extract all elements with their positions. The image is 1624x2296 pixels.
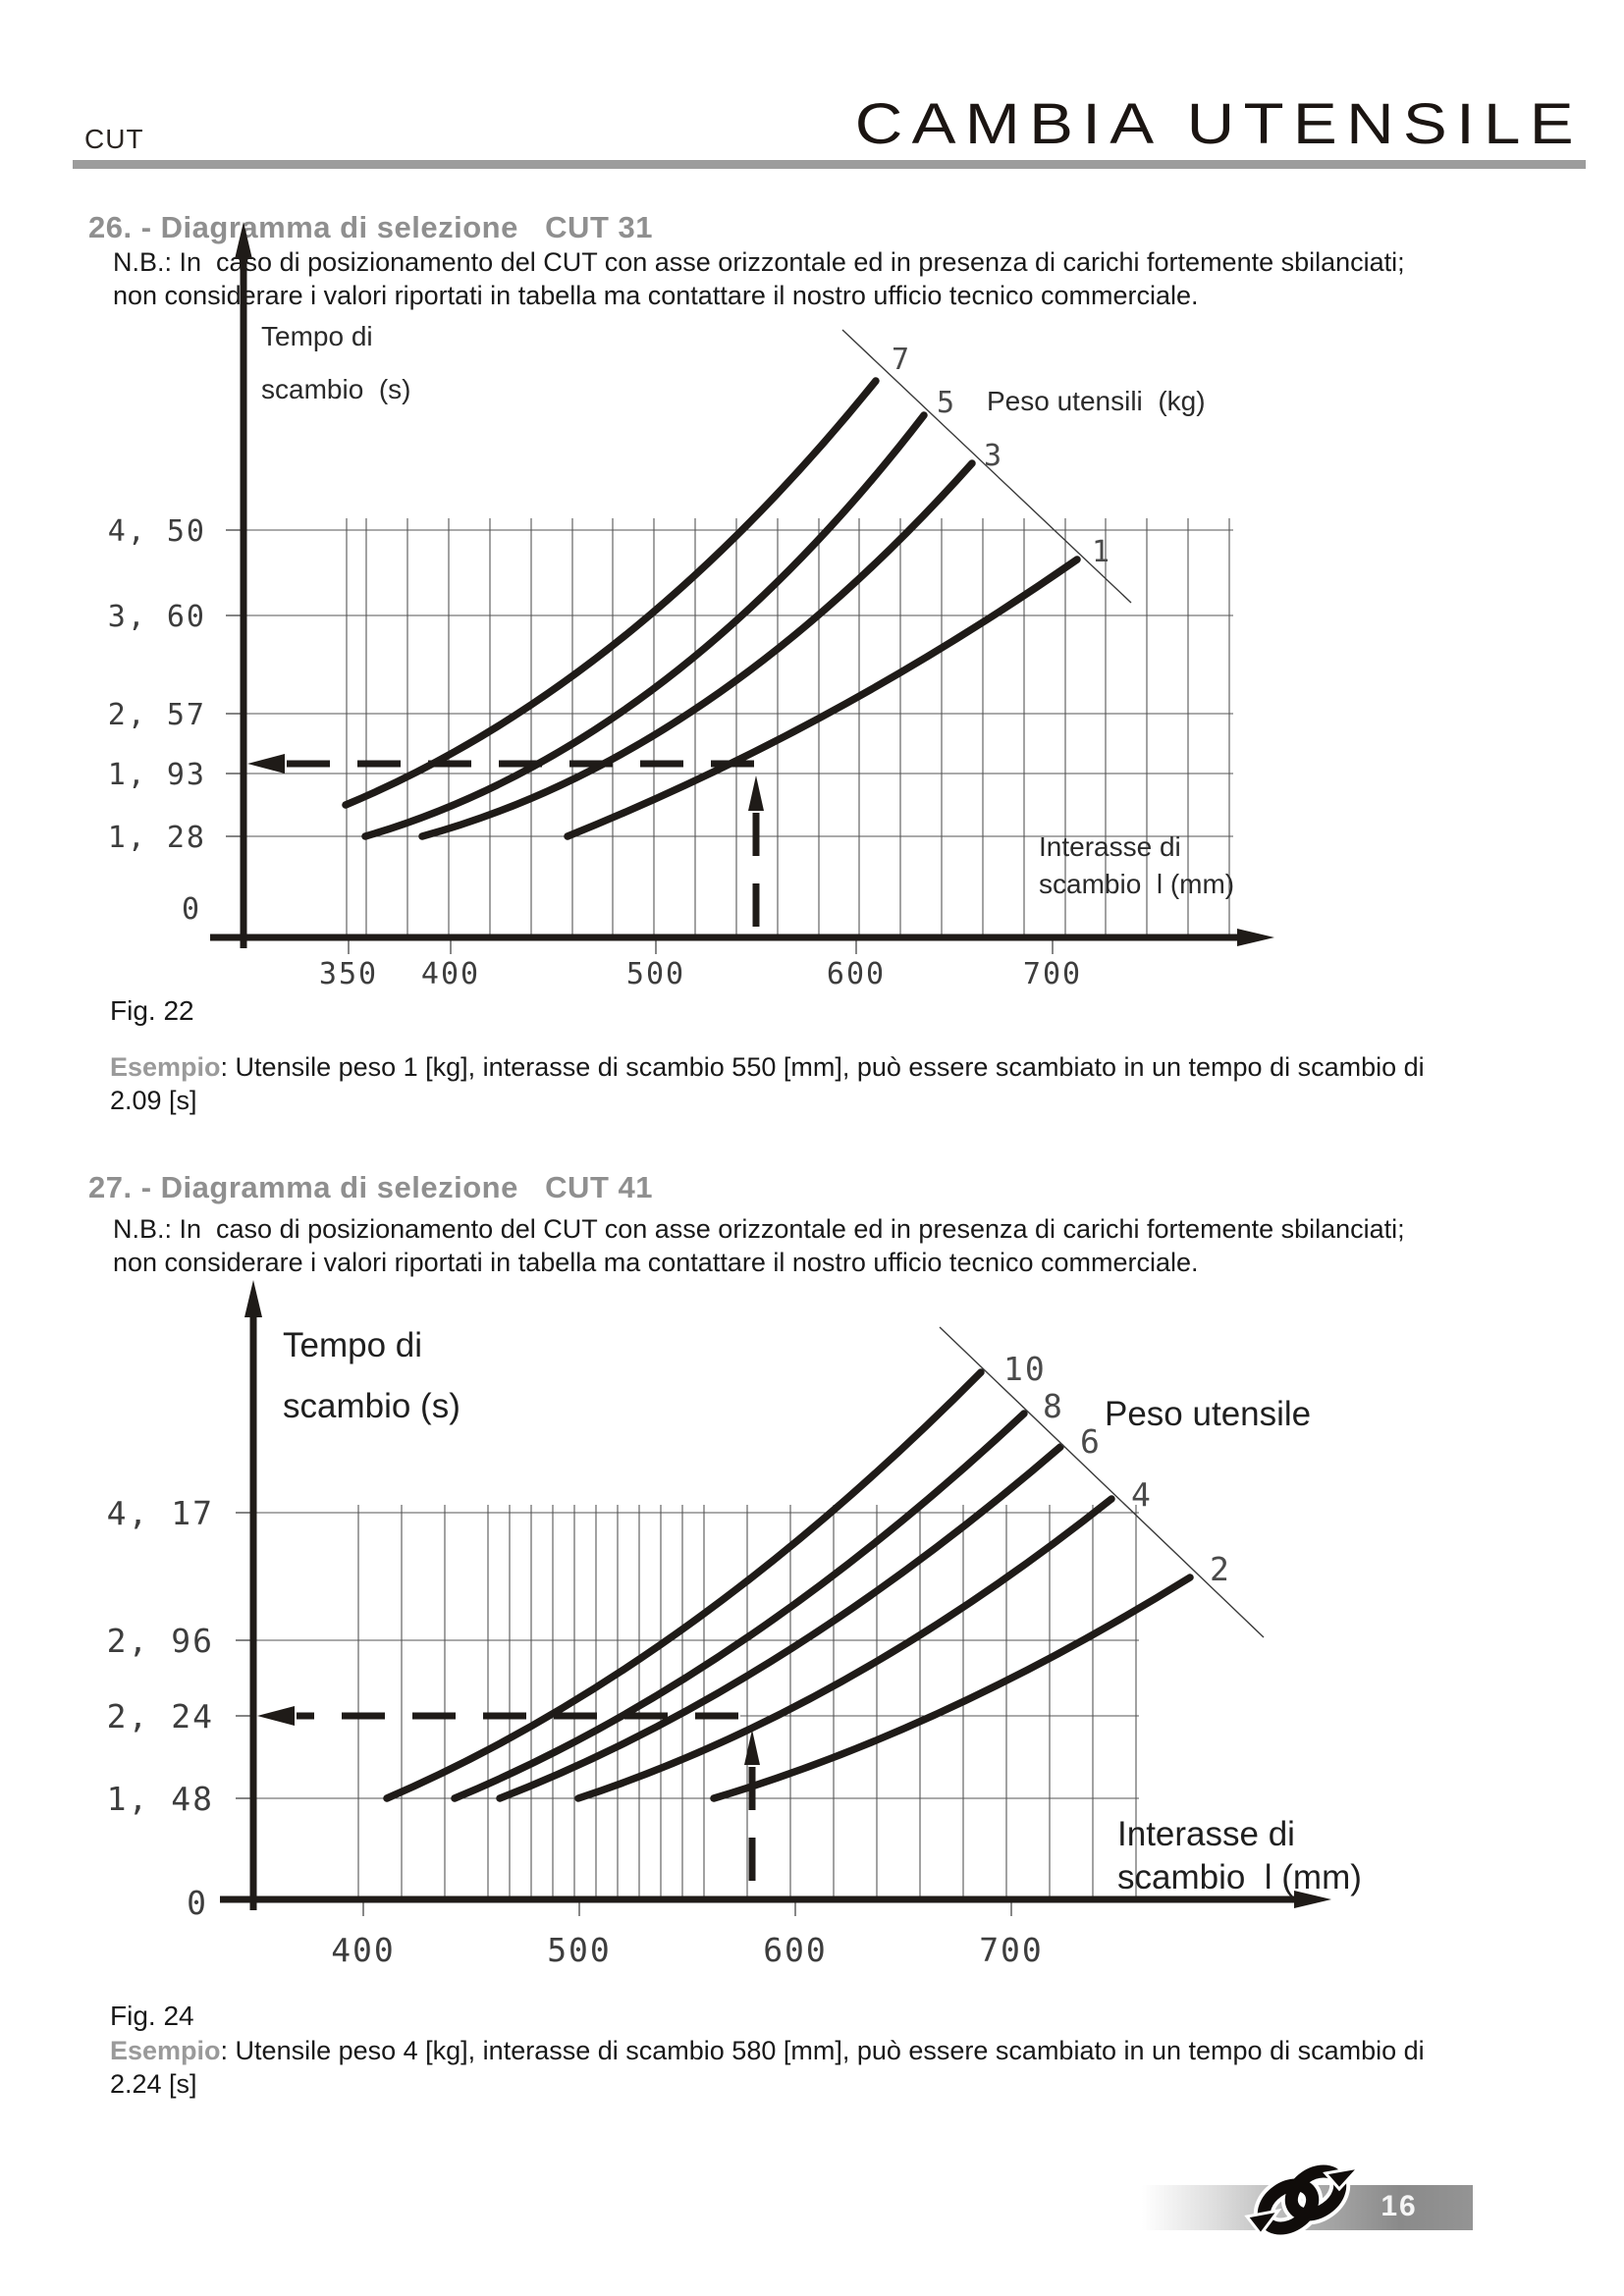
- section-27-heading: 27. - Diagramma di selezione CUT 41: [88, 1170, 653, 1204]
- chart2-y-tick-0: 0: [187, 1884, 208, 1922]
- chart1-curve-label-3: 3: [984, 439, 1003, 473]
- chart1-x-tick-600: 600: [827, 957, 886, 991]
- chart2-curve-8kg: [451, 1410, 1028, 1802]
- chart1-y-tick-1-93: 1, 93: [108, 758, 206, 792]
- nb-note2-line2: non considerare i valori riportati in ta…: [113, 1248, 1199, 1277]
- example-value-cut41: 2.24 [s]: [110, 2069, 197, 2099]
- chart2-x-tick-700: 700: [979, 1931, 1044, 1969]
- chart2-y-tick-2-96: 2, 96: [107, 1622, 214, 1660]
- chart2-legend-label: Peso utensile: [1105, 1395, 1311, 1433]
- chart1-y-tick-2-57: 2, 57: [108, 698, 206, 732]
- chart2-curve-label-6: 6: [1080, 1422, 1102, 1461]
- brand-logo: [1239, 2156, 1367, 2246]
- chart2-y-tick-2-24: 2, 24: [107, 1697, 214, 1735]
- chart1-example-up-arrow-icon: [748, 775, 764, 811]
- chart1-x-axis-title-line2: scambio l (mm): [1039, 869, 1234, 899]
- chart2-x-tick-400: 400: [331, 1931, 396, 1969]
- chart2-weight-scale-line: [939, 1326, 1265, 1638]
- chart2-curve-4kg: [574, 1495, 1115, 1802]
- example-text-cut31: Esempio: Utensile peso 1 [kg], interasse…: [110, 1052, 1425, 1083]
- chart1-x-tick-700: 700: [1023, 957, 1082, 991]
- chart1-y-axis-title-line1: Tempo di: [261, 321, 373, 351]
- chart1-curve-label-5: 5: [937, 386, 956, 420]
- chart2-example-left-arrow-icon: [257, 1706, 295, 1726]
- chart2-curve-10kg: [383, 1368, 985, 1802]
- chart1-x-tick-marks: [348, 937, 1054, 954]
- chart1-curve-label-7: 7: [892, 343, 911, 377]
- nb-note-line2: non considerare i valori riportati in ta…: [113, 281, 1199, 310]
- chart2-curve-label-10: 10: [1003, 1350, 1047, 1388]
- chart2-curve-label-4: 4: [1131, 1475, 1153, 1514]
- chart2-x-tick-500: 500: [547, 1931, 612, 1969]
- chart1-y-axis-arrow-icon: [235, 222, 252, 259]
- selection-chart-cut41: Tempo di scambio (s) Peso utensile Inter…: [107, 1280, 1362, 1969]
- chart2-x-axis-title-line2: scambio l (mm): [1117, 1858, 1362, 1896]
- chart2-y-axis-arrow-icon: [244, 1280, 262, 1317]
- chart1-y-tick-4-50: 4, 50: [108, 514, 206, 549]
- chart1-legend-label: Peso utensili (kg): [987, 386, 1206, 416]
- nb-note2-line1: N.B.: In caso di posizionamento del CUT …: [113, 1214, 1405, 1244]
- chart2-curve-label-8: 8: [1043, 1387, 1064, 1425]
- chart2-y-tick-4-17: 4, 17: [107, 1494, 214, 1532]
- chart2-curve-6kg: [496, 1443, 1064, 1802]
- chart1-x-tick-350: 350: [319, 957, 378, 991]
- chart1-x-tick-500: 500: [626, 957, 685, 991]
- chart1-curve-5kg: [361, 411, 928, 840]
- chart2-horizontal-gridlines: [253, 1512, 1139, 1799]
- nb-note-line1: N.B.: In caso di posizionamento del CUT …: [113, 247, 1405, 277]
- page-number: 16: [1380, 2190, 1418, 2222]
- page-title: CAMBIA UTENSILE: [854, 92, 1583, 156]
- figure-24-caption: Fig. 24: [110, 2001, 194, 2031]
- chart2-y-tick-1-48: 1, 48: [107, 1780, 214, 1818]
- chart1-curve-7kg: [342, 377, 880, 809]
- chart1-y-tick-1-28: 1, 28: [108, 821, 206, 855]
- chart2-curve-2kg: [710, 1574, 1194, 1802]
- chart2-y-axis-title-line2: scambio (s): [283, 1387, 460, 1425]
- header-product-code: CUT: [84, 124, 144, 154]
- chart2-x-tick-marks: [362, 1899, 1012, 1916]
- selection-chart-cut31: Tempo di scambio (s) Peso utensili (kg) …: [108, 222, 1274, 991]
- chart1-x-tick-400: 400: [421, 957, 480, 991]
- example-text-cut41: Esempio: Utensile peso 4 [kg], interasse…: [110, 2036, 1425, 2066]
- example-value-cut31: 2.09 [s]: [110, 1086, 197, 1115]
- chart1-vertical-gridlines: [346, 518, 1230, 937]
- knot-logo-icon: [1244, 2161, 1364, 2239]
- chart2-x-axis-title-line1: Interasse di: [1117, 1815, 1295, 1853]
- chart1-y-axis-title-line2: scambio (s): [261, 374, 410, 404]
- chart1-curve-label-1: 1: [1092, 535, 1111, 569]
- chart2-example-up-arrow-icon: [744, 1730, 760, 1765]
- chart2-x-axis-arrow-icon: [1294, 1891, 1331, 1908]
- chart1-y-tick-0: 0: [182, 892, 201, 927]
- chart1-example-left-arrow-icon: [247, 754, 285, 774]
- chart2-curve-label-2: 2: [1210, 1550, 1231, 1588]
- chart1-weight-scale-line: [841, 329, 1132, 604]
- example-body: : Utensile peso 1 [kg], interasse di sca…: [220, 1052, 1425, 1082]
- chart1-curve-1kg: [564, 556, 1081, 840]
- example-label: Esempio: [110, 1052, 221, 1082]
- chart1-x-axis-title-line1: Interasse di: [1039, 831, 1181, 862]
- chart2-x-tick-600: 600: [763, 1931, 828, 1969]
- chart1-x-axis-arrow-icon: [1237, 929, 1274, 946]
- chart1-y-tick-marks: [226, 529, 244, 837]
- chart2-y-tick-marks: [236, 1512, 253, 1799]
- figure-22-caption: Fig. 22: [110, 995, 194, 1026]
- example-label: Esempio: [110, 2036, 221, 2065]
- header-rule: [73, 160, 1586, 169]
- example-body: : Utensile peso 4 [kg], interasse di sca…: [220, 2036, 1425, 2065]
- chart1-curve-3kg: [418, 459, 976, 840]
- chart2-y-axis-title-line1: Tempo di: [283, 1326, 422, 1364]
- chart1-y-tick-3-60: 3, 60: [108, 600, 206, 634]
